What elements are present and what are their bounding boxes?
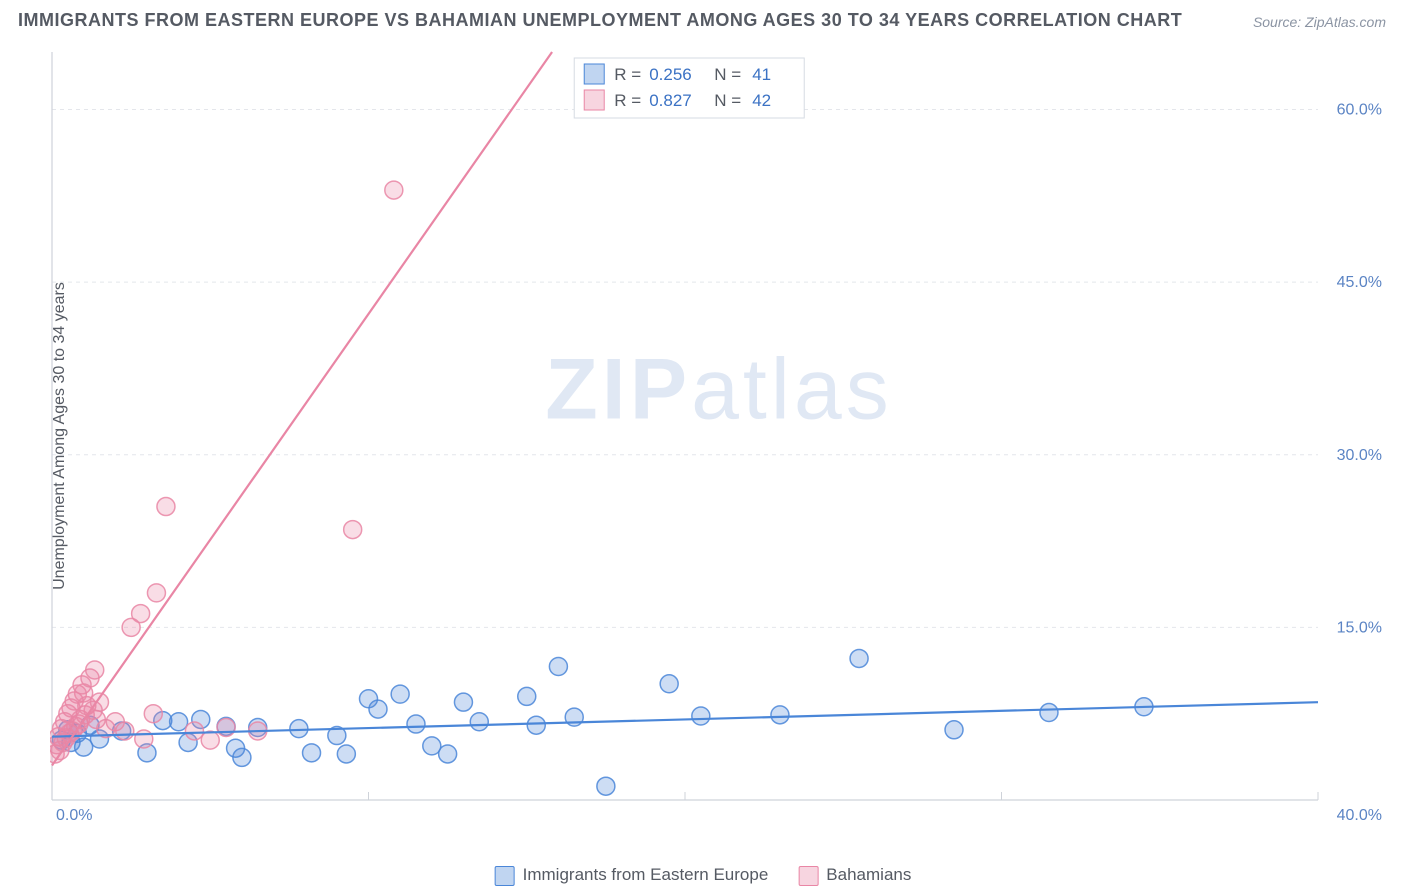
svg-text:40.0%: 40.0%: [1337, 807, 1382, 822]
svg-text:0.256: 0.256: [649, 65, 692, 84]
scatter-plot: 15.0% 30.0% 45.0% 60.0% 0.0% 40.0% R = 0.256 N =…: [50, 50, 1388, 822]
legend-item-immigrants: Immigrants from Eastern Europe: [495, 865, 769, 886]
svg-text:N =: N =: [714, 91, 741, 110]
source-attribution: Source: ZipAtlas.com: [1253, 14, 1386, 30]
svg-text:42: 42: [752, 91, 771, 110]
chart-area: Unemployment Among Ages 30 to 34 years Z…: [50, 50, 1388, 822]
legend-swatch-pink: [798, 866, 818, 886]
svg-text:0.827: 0.827: [649, 91, 692, 110]
legend-swatch-blue: [495, 866, 515, 886]
legend-item-bahamians: Bahamians: [798, 865, 911, 886]
svg-text:41: 41: [752, 65, 771, 84]
svg-text:R =: R =: [614, 91, 641, 110]
svg-text:N =: N =: [714, 65, 741, 84]
svg-text:0.0%: 0.0%: [56, 807, 92, 822]
legend: Immigrants from Eastern Europe Bahamians: [495, 865, 912, 886]
svg-text:15.0%: 15.0%: [1337, 619, 1382, 636]
svg-text:45.0%: 45.0%: [1337, 274, 1382, 291]
svg-text:60.0%: 60.0%: [1337, 102, 1382, 119]
svg-text:30.0%: 30.0%: [1337, 447, 1382, 464]
chart-title: IMMIGRANTS FROM EASTERN EUROPE VS BAHAMI…: [18, 10, 1182, 31]
svg-text:R =: R =: [614, 65, 641, 84]
